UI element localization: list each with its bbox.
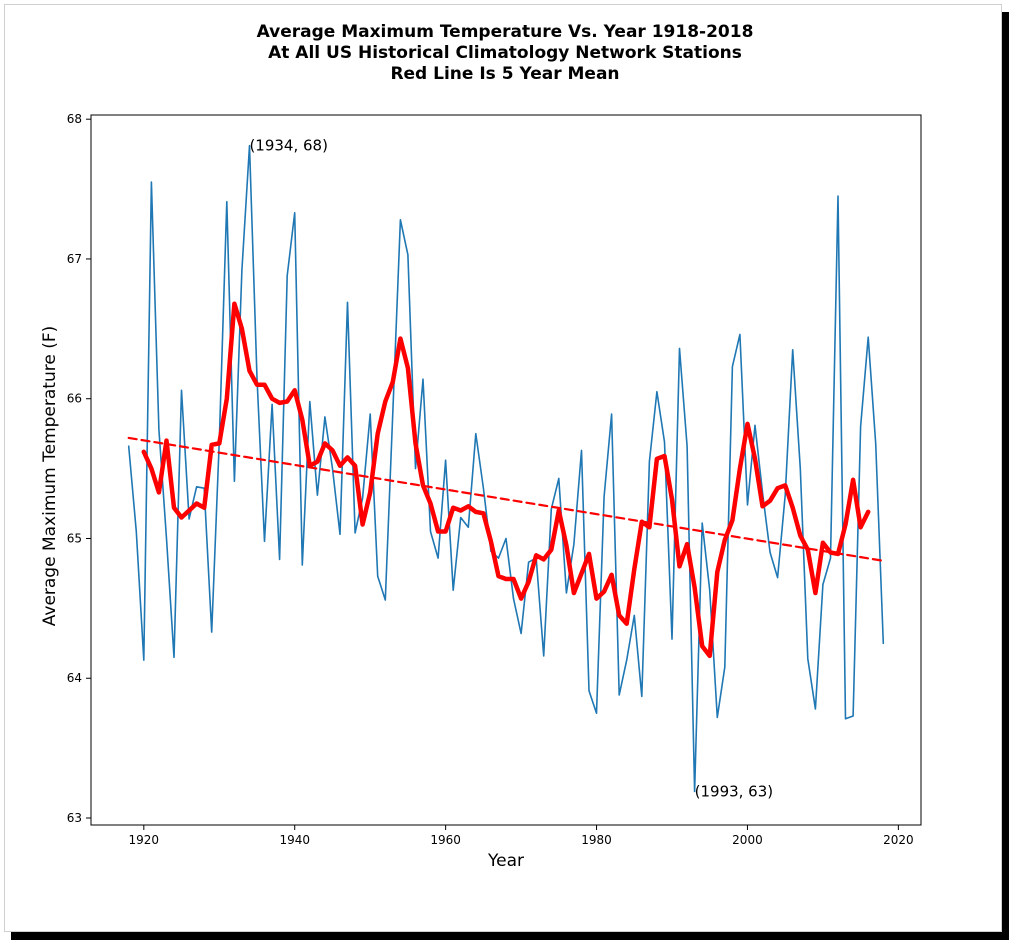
x-tick-label: 2020: [883, 833, 914, 847]
y-tick-label: 64: [67, 671, 82, 685]
chart-card: Average Maximum Temperature Vs. Year 191…: [4, 4, 1002, 932]
title-line-1: Average Maximum Temperature Vs. Year 191…: [257, 22, 754, 42]
plot-frame: [90, 114, 922, 826]
series-line-annual: [127, 144, 885, 793]
x-tick-label: 1960: [430, 833, 461, 847]
y-tick-label: 67: [67, 252, 82, 266]
y-axis-label: Average Maximum Temperature (F): [40, 326, 60, 627]
x-tick-label: 1980: [581, 833, 612, 847]
chart-title: Average Maximum Temperature Vs. Year 191…: [257, 22, 754, 84]
x-axis-label: Year: [487, 851, 524, 871]
y-tick-label: 66: [67, 392, 82, 406]
y-tick-label: 63: [67, 811, 82, 825]
x-tick-label: 2000: [732, 833, 763, 847]
y-tick-label: 65: [67, 531, 82, 545]
chart: Average Maximum Temperature Vs. Year 191…: [40, 22, 922, 871]
plot-area: 1920 1940 1960 1980 2000 2020 63 64 65 66 67 68 (193…: [67, 112, 922, 847]
series-line-trend: [127, 436, 885, 562]
x-tick-label: 1940: [279, 833, 310, 847]
series-line-mean: [141, 301, 871, 659]
title-line-3: Red Line Is 5 Year Mean: [390, 64, 619, 84]
y-tick-label: 68: [67, 112, 82, 126]
data-annotation: (1934, 68): [249, 137, 328, 155]
data-annotation: (1993, 63): [695, 782, 774, 800]
x-tick-label: 1920: [129, 833, 160, 847]
title-line-2: At All US Historical Climatology Network…: [268, 43, 742, 63]
